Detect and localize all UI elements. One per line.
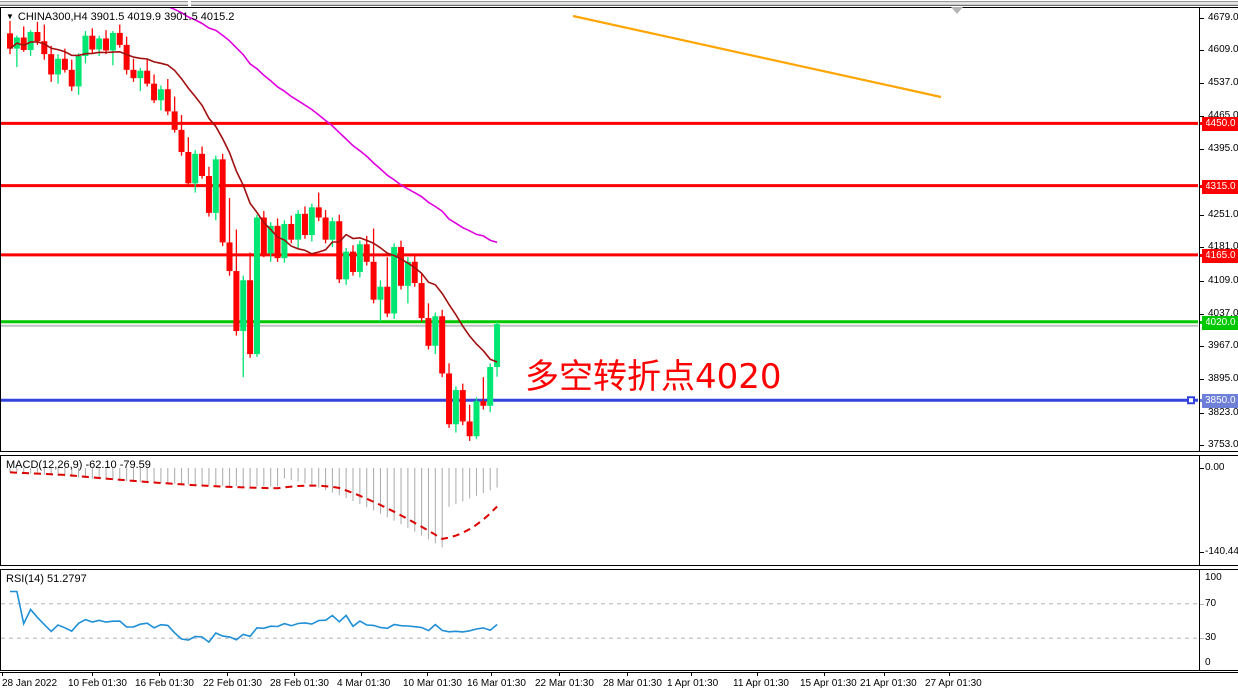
time-axis-tick bbox=[159, 673, 160, 676]
rsi-tick-label: 100 bbox=[1205, 572, 1222, 583]
price-tick-label: 3895.0 bbox=[1208, 373, 1238, 385]
price-level-badge[interactable]: 3850.0 bbox=[1202, 394, 1238, 409]
price-tick-label: 3753.0 bbox=[1208, 439, 1238, 450]
rsi-axis-scale[interactable]: 100 70 30 0 bbox=[1199, 569, 1238, 671]
rsi-canvas bbox=[1, 590, 1198, 644]
price-tick-label: 3967.0 bbox=[1208, 340, 1238, 352]
macd-tick-mark bbox=[1200, 552, 1204, 553]
price-level-arrow-icon bbox=[1200, 399, 1206, 403]
rsi-tick-mark bbox=[1200, 638, 1204, 640]
price-level-badge[interactable]: 4165.0 bbox=[1202, 248, 1238, 263]
macd-tick-label: 0.00 bbox=[1205, 462, 1225, 473]
time-axis-label: 28 Mar 01:30 bbox=[603, 678, 662, 689]
price-level-arrow-icon bbox=[1200, 184, 1206, 188]
price-tick-label: 4181.0 bbox=[1208, 241, 1238, 253]
price-tick-label: 4395.0 bbox=[1208, 142, 1238, 154]
time-axis-tick bbox=[2, 673, 3, 676]
time-axis-tick bbox=[949, 673, 950, 676]
time-axis[interactable]: 28 Jan 2022 10 Feb 01:30 16 Feb 01:30 22 Fe… bbox=[0, 672, 1238, 698]
time-axis-label: 28 Jan 2022 bbox=[2, 678, 58, 689]
price-tick-mark bbox=[1200, 17, 1204, 19]
time-axis-tick bbox=[824, 673, 825, 676]
time-axis-tick bbox=[491, 673, 492, 676]
time-axis-label: 22 Feb 01:30 bbox=[203, 678, 262, 689]
time-axis-tick bbox=[427, 673, 428, 676]
price-level-arrow-icon bbox=[1200, 320, 1206, 324]
time-axis-tick bbox=[294, 673, 295, 676]
rsi-tick-label: 30 bbox=[1205, 632, 1217, 644]
price-tick-mark bbox=[1200, 116, 1204, 118]
macd-header-label: MACD(12,26,9) -62.10 -79.59 bbox=[6, 459, 151, 471]
price-tick-label: 4679.0 bbox=[1208, 11, 1238, 23]
pivot-annotation-text: 多空转折点4020 bbox=[525, 357, 782, 397]
price-tick-label: 3823.0 bbox=[1208, 406, 1238, 418]
time-axis-label: 10 Mar 01:30 bbox=[403, 678, 462, 689]
price-tick-label: 4465.0 bbox=[1208, 110, 1238, 122]
price-tick-mark bbox=[1200, 215, 1204, 217]
time-axis-label: 28 Feb 01:30 bbox=[270, 678, 329, 689]
macd-canvas bbox=[9, 468, 498, 548]
time-axis-tick bbox=[757, 673, 758, 676]
time-axis-tick bbox=[361, 673, 362, 676]
price-tick-label: 4037.0 bbox=[1208, 307, 1238, 319]
price-axis-scale[interactable]: 4679.0 4609.0 4537.0 4465.0 4395.0 4251.0 4181… bbox=[1199, 7, 1238, 452]
price-chart-canvas bbox=[1, 8, 1198, 441]
price-level-arrow-icon bbox=[1200, 122, 1206, 126]
price-tick-mark bbox=[1200, 280, 1204, 282]
time-axis-tick bbox=[884, 673, 885, 676]
time-axis-label: 21 Apr 01:30 bbox=[860, 678, 917, 689]
rsi-tick-label: 70 bbox=[1205, 597, 1217, 609]
time-axis-label: 27 Apr 01:30 bbox=[925, 678, 982, 689]
price-tick-mark bbox=[1200, 412, 1204, 414]
time-axis-label: 22 Mar 01:30 bbox=[535, 678, 594, 689]
price-tick-mark bbox=[1200, 49, 1204, 51]
macd-axis-scale[interactable]: 0.00 -140.44 bbox=[1199, 455, 1238, 566]
rsi-header-label: RSI(14) 51.2797 bbox=[6, 573, 87, 585]
macd-indicator-panel[interactable]: MACD(12,26,9) -62.10 -79.59 bbox=[0, 455, 1199, 566]
price-tick-mark bbox=[1200, 346, 1204, 348]
rsi-tick-mark bbox=[1200, 603, 1204, 605]
time-axis-tick bbox=[92, 673, 93, 676]
time-axis-label: 11 Apr 01:30 bbox=[733, 678, 789, 689]
macd-tick-mark bbox=[1200, 468, 1204, 469]
time-axis-label: 16 Mar 01:30 bbox=[467, 678, 526, 689]
time-axis-label: 4 Mar 01:30 bbox=[337, 678, 391, 689]
price-tick-mark bbox=[1200, 313, 1204, 315]
price-tick-mark bbox=[1200, 379, 1204, 381]
price-level-badge[interactable]: 4315.0 bbox=[1202, 179, 1238, 194]
price-chart-panel[interactable]: ▼ CHINA300,H4 3901.5 4019.9 3901.5 4015.2… bbox=[0, 7, 1199, 452]
time-axis-label: 15 Apr 01:30 bbox=[800, 678, 857, 689]
time-axis-label: 10 Feb 01:30 bbox=[68, 678, 127, 689]
symbol-header-text: CHINA300,H4 3901.5 4019.9 3901.5 4015.2 bbox=[17, 11, 235, 23]
price-tick-label: 4609.0 bbox=[1208, 43, 1238, 55]
time-axis-tick bbox=[627, 673, 628, 676]
price-level-badge[interactable]: 4020.0 bbox=[1202, 315, 1238, 330]
time-axis-tick bbox=[559, 673, 560, 676]
trendline-handle-icon[interactable] bbox=[951, 7, 963, 14]
price-tick-label: 4251.0 bbox=[1208, 209, 1238, 221]
scrollbar-gap bbox=[188, 0, 191, 7]
price-tick-label: 4537.0 bbox=[1208, 77, 1238, 89]
price-tick-mark bbox=[1200, 247, 1204, 249]
horizontal-scrollbar[interactable] bbox=[0, 0, 1238, 7]
price-level-arrow-icon bbox=[1200, 253, 1206, 257]
time-axis-label: 16 Feb 01:30 bbox=[135, 678, 194, 689]
rsi-tick-label: 0 bbox=[1205, 657, 1211, 668]
collapse-caret-icon[interactable]: ▼ bbox=[6, 12, 14, 21]
time-axis-tick bbox=[227, 673, 228, 676]
price-tick-mark bbox=[1200, 148, 1204, 150]
price-tick-label: 4109.0 bbox=[1208, 274, 1238, 286]
macd-tick-label: -140.44 bbox=[1205, 546, 1238, 557]
time-axis-label: 1 Apr 01:30 bbox=[667, 678, 719, 689]
time-axis-tick bbox=[691, 673, 692, 676]
price-tick-mark bbox=[1200, 83, 1204, 85]
price-tick-mark bbox=[1200, 445, 1204, 446]
scrollbar-track[interactable] bbox=[0, 1, 1238, 6]
symbol-header: ▼ CHINA300,H4 3901.5 4019.9 3901.5 4015.2 bbox=[6, 11, 234, 23]
rsi-indicator-panel[interactable]: RSI(14) 51.2797 bbox=[0, 569, 1199, 671]
price-level-badge[interactable]: 4450.0 bbox=[1202, 117, 1238, 132]
